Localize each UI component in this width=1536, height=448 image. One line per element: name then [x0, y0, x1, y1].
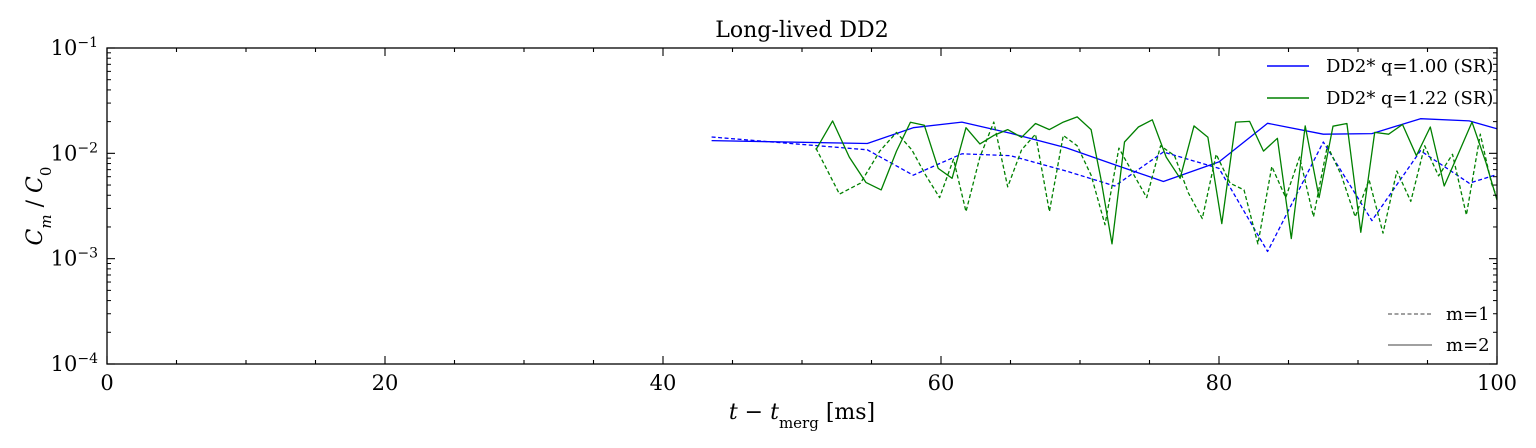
axis-ticks	[106, 47, 1498, 365]
x-tick-label: 0	[100, 371, 113, 395]
series-line-1	[711, 118, 1497, 183]
x-tick-label: 40	[650, 371, 677, 395]
plot-lines	[711, 116, 1497, 253]
series-line-3	[815, 116, 1497, 245]
y-tick-labels: 10−4 10−3 10−2 10−1	[51, 35, 98, 376]
x-tick-label: 80	[1206, 371, 1233, 395]
series-line-2	[711, 136, 1497, 253]
legend-model-label: DD2* q=1.00 (SR)	[1326, 56, 1493, 77]
y-axis-label: Cm / C0	[23, 167, 55, 246]
x-tick-label: 20	[372, 371, 399, 395]
series-line-4	[815, 121, 1497, 245]
y-tick-label: 10−4	[51, 351, 98, 376]
plot-frame	[106, 47, 1498, 365]
chart-title: Long-lived DD2	[715, 18, 888, 43]
y-tick-label: 10−3	[51, 246, 98, 271]
legend-mode-label: m=1	[1446, 304, 1490, 325]
legend-modes: m=1m=2	[1388, 304, 1490, 356]
y-tick-label: 10−1	[51, 35, 98, 60]
y-tick-label: 10−2	[51, 140, 98, 165]
x-tick-label: 100	[1477, 371, 1517, 395]
legend-mode-label: m=2	[1446, 335, 1490, 356]
legend-model-label: DD2* q=1.22 (SR)	[1326, 88, 1493, 109]
x-tick-labels: 0 20 40 60 80 100	[100, 371, 1517, 395]
x-tick-label: 60	[928, 371, 955, 395]
x-axis-label: t − tmerg [ms]	[729, 400, 875, 432]
legend-models: DD2* q=1.00 (SR) DD2* q=1.22 (SR)	[1267, 56, 1493, 109]
